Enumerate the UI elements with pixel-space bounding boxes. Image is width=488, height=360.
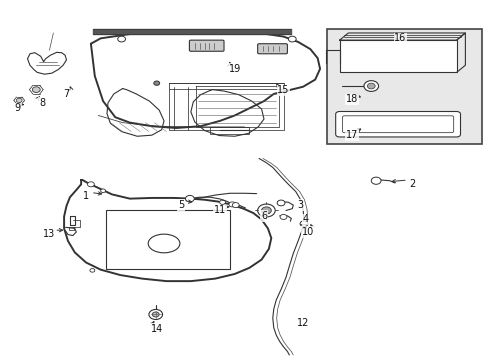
Polygon shape — [27, 52, 66, 74]
FancyBboxPatch shape — [189, 40, 224, 51]
Text: 12: 12 — [296, 319, 308, 328]
Text: 18: 18 — [345, 94, 357, 104]
Bar — [339, 40, 456, 72]
Text: 17: 17 — [345, 130, 357, 140]
Bar — [105, 210, 229, 269]
Circle shape — [154, 81, 159, 85]
Text: 3: 3 — [297, 200, 303, 210]
FancyBboxPatch shape — [257, 44, 287, 54]
Circle shape — [16, 98, 22, 103]
Circle shape — [300, 221, 307, 226]
Text: 10: 10 — [301, 227, 313, 237]
Circle shape — [219, 200, 225, 204]
Circle shape — [366, 83, 374, 89]
Text: 19: 19 — [228, 64, 241, 74]
Circle shape — [280, 215, 286, 220]
Circle shape — [118, 36, 125, 42]
Text: 13: 13 — [43, 229, 56, 239]
Text: 4: 4 — [302, 215, 308, 224]
Polygon shape — [91, 31, 320, 128]
Bar — [327, 30, 482, 144]
Circle shape — [363, 81, 378, 91]
Text: 1: 1 — [83, 191, 89, 201]
Circle shape — [90, 269, 95, 272]
Circle shape — [101, 189, 105, 193]
FancyBboxPatch shape — [335, 112, 460, 137]
Polygon shape — [64, 180, 271, 281]
Text: 16: 16 — [394, 33, 406, 43]
Circle shape — [261, 207, 271, 214]
Circle shape — [394, 34, 401, 39]
Circle shape — [152, 312, 159, 317]
Circle shape — [185, 195, 194, 202]
Text: 7: 7 — [63, 89, 69, 99]
Text: 5: 5 — [178, 200, 184, 210]
Text: 9: 9 — [15, 103, 21, 113]
Circle shape — [370, 177, 380, 184]
Text: 14: 14 — [150, 324, 163, 334]
Circle shape — [32, 87, 40, 93]
Text: 6: 6 — [261, 211, 266, 221]
Text: 11: 11 — [214, 206, 226, 216]
Text: 15: 15 — [277, 85, 289, 95]
Circle shape — [228, 202, 235, 207]
Circle shape — [277, 200, 285, 206]
Circle shape — [149, 310, 162, 319]
Circle shape — [232, 203, 239, 208]
Circle shape — [288, 36, 296, 42]
Text: 2: 2 — [409, 179, 415, 189]
Circle shape — [87, 182, 94, 187]
Circle shape — [257, 204, 275, 217]
Text: 8: 8 — [39, 98, 45, 108]
